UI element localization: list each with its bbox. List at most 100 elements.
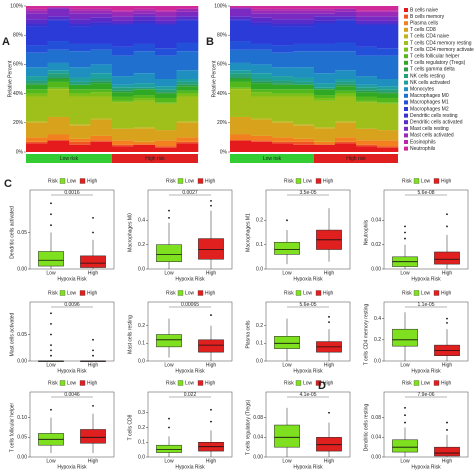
legend-swatch [177, 178, 184, 184]
bar-segment [251, 22, 273, 25]
outlier [50, 312, 52, 315]
bar-segment [314, 10, 336, 14]
bar-segment [356, 16, 378, 21]
p-value: 4.1e-05 [300, 392, 317, 398]
bar-segment [47, 140, 70, 152]
bar-segment [272, 121, 294, 123]
legend-swatch [404, 87, 408, 92]
bar-segment [272, 83, 294, 85]
bar-segment [133, 97, 156, 101]
bar-segment [69, 138, 91, 142]
legend-swatch [197, 290, 204, 296]
p-value: 5.6e-08 [418, 190, 435, 196]
legend-label: NK cells activated [410, 80, 450, 86]
bar-segment [293, 84, 315, 90]
legend-swatch [404, 133, 408, 138]
bar-segment [26, 121, 48, 123]
outlier [328, 321, 330, 324]
outlier [404, 231, 406, 234]
bar-segment [90, 49, 113, 65]
bar-segment [251, 43, 273, 50]
bar-segment [69, 84, 91, 90]
bar-segment [133, 51, 156, 74]
legend-label: Dendritic cells activated [410, 120, 463, 126]
outlier [50, 408, 52, 411]
y-tick-label: 0.0 [256, 358, 263, 364]
outlier [50, 213, 52, 216]
bar-segment [26, 96, 48, 122]
bar-segment [90, 81, 113, 84]
bar-segment [112, 146, 134, 152]
bar-segment [26, 10, 48, 14]
bar-segment [377, 130, 399, 141]
bar-segment [176, 20, 199, 43]
y-tick-label: 0.00 [17, 266, 27, 272]
outlier [328, 411, 330, 414]
y-tick-label: 0.00 [371, 266, 381, 272]
y-axis-title: Relative Percent [211, 60, 217, 97]
legend-label: Macrophages M0 [410, 93, 449, 99]
y-axis-title: T cells CD4 memory resting [363, 303, 369, 365]
bar-segment [90, 89, 113, 93]
bar-segment [314, 6, 336, 9]
outlier [92, 231, 94, 234]
bar-segment [230, 89, 252, 117]
bar-segment [47, 134, 70, 141]
bar-segment [293, 19, 315, 24]
legend-title: Risk [402, 178, 412, 184]
outlier [446, 225, 448, 228]
outlier [404, 421, 406, 424]
x-tick-label: Low [164, 362, 174, 368]
legend-swatch [433, 380, 440, 386]
bar-segment [293, 93, 315, 97]
bar-segment [356, 46, 378, 56]
bar-segment [272, 45, 294, 53]
bar-segment [47, 116, 70, 135]
risk-group-bar [230, 154, 314, 163]
bar-segment [69, 67, 91, 78]
bar-segment [90, 79, 113, 82]
box [392, 328, 418, 347]
p-value: 0.022 [184, 392, 197, 398]
bar-segment [69, 23, 91, 27]
bar-segment [335, 16, 357, 20]
x-tick-label: Low [282, 362, 292, 368]
bar-segment [26, 19, 48, 24]
bar-segment [377, 20, 399, 24]
bar-segment [112, 55, 134, 77]
legend-label: Dendritic cells resting [410, 113, 458, 119]
bar-segment [112, 84, 134, 88]
outlier [210, 420, 212, 423]
legend-label: Mast cells activated [410, 133, 454, 139]
bar-segment [335, 137, 357, 142]
bar-segment [155, 146, 177, 148]
bar-segment [356, 20, 378, 24]
panel-letter: B [206, 36, 214, 48]
bar-segment [230, 134, 252, 141]
bar-segment [230, 70, 252, 74]
box [434, 251, 460, 265]
legend-swatch [433, 290, 440, 296]
bar-segment [230, 116, 252, 135]
bar-segment [272, 19, 294, 24]
bar-segment [47, 16, 70, 20]
y-axis-title: Macrophages M1 [245, 213, 251, 252]
bar-segment [26, 143, 48, 152]
legend-label: Low [67, 290, 77, 296]
bar-segment [176, 96, 199, 122]
y-tick-label: 0.2 [374, 337, 381, 343]
p-value: 0.0016 [64, 190, 80, 196]
bar-segment [272, 76, 294, 81]
bar-segment [293, 13, 315, 20]
bar-segment [377, 11, 399, 17]
legend-label: Low [67, 380, 77, 386]
legend-title: Risk [402, 290, 412, 296]
bar-segment [26, 93, 48, 97]
x-tick-label: High [442, 270, 453, 276]
x-axis-title: Hypoxia Risk [175, 368, 205, 374]
bar-segment [377, 102, 399, 104]
bar-segment [230, 62, 252, 71]
outlier [404, 414, 406, 417]
bar-segment [26, 23, 48, 27]
bar-segment [314, 23, 336, 44]
